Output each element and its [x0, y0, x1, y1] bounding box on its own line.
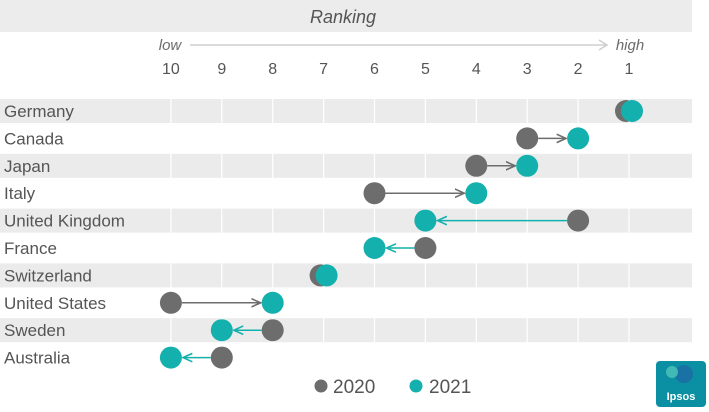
marker-2021: [465, 182, 488, 205]
marker-2021: [315, 264, 338, 287]
country-label: France: [4, 239, 57, 258]
marker-2021: [516, 154, 539, 177]
country-label: Japan: [4, 157, 50, 176]
x-axis-ticks: 10 9 8 7 6 5 4 3 2 1: [162, 61, 634, 78]
x-tick-label: 8: [268, 61, 277, 78]
country-label: Sweden: [4, 321, 65, 340]
title-band: [0, 0, 692, 32]
direction-high-label: high: [616, 37, 644, 54]
country-label: United States: [4, 294, 106, 313]
marker-2021: [159, 346, 182, 369]
marker-2020: [159, 291, 182, 314]
x-tick-label: 3: [523, 61, 532, 78]
chart-row: Japan: [4, 154, 539, 177]
marker-2020: [363, 182, 386, 205]
chart-title: Ranking: [310, 7, 376, 27]
chart-row: United Kingdom: [4, 209, 590, 232]
marker-2021: [567, 127, 590, 150]
chart-row: United States: [4, 291, 284, 314]
row-band: [0, 318, 692, 343]
marker-2020: [567, 209, 590, 232]
chart-row: Italy: [4, 182, 488, 205]
marker-2021: [414, 209, 437, 232]
marker-2021: [261, 291, 284, 314]
marker-2020: [516, 127, 539, 150]
row-band: [0, 153, 692, 178]
country-label: United Kingdom: [4, 212, 125, 231]
chart-row: Canada: [4, 127, 590, 150]
chart-row: Australia: [4, 346, 233, 369]
x-tick-label: 9: [217, 61, 226, 78]
country-label: Canada: [4, 129, 64, 148]
marker-2020: [465, 154, 488, 177]
legend-marker-2020: [314, 379, 328, 393]
country-label: Italy: [4, 184, 36, 203]
legend-marker-2021: [409, 379, 423, 393]
chart-row: France: [4, 237, 437, 259]
marker-2021: [210, 319, 233, 342]
chart-row: Germany: [4, 100, 643, 122]
country-label: Germany: [4, 102, 74, 121]
marker-2021: [363, 237, 386, 259]
country-label: Australia: [4, 349, 71, 368]
marker-2020: [210, 346, 233, 369]
x-tick-label: 10: [162, 61, 180, 78]
marker-2021: [621, 100, 643, 122]
marker-2020: [261, 319, 284, 342]
logo-text: Ipsos: [667, 391, 696, 403]
legend-label-2021: 2021: [429, 377, 471, 398]
legend-label-2020: 2020: [333, 377, 375, 398]
marker-2020: [414, 237, 437, 259]
legend: 2020 2021: [314, 377, 471, 398]
country-label: Switzerland: [4, 266, 92, 285]
x-tick-label: 6: [370, 61, 379, 78]
row-band: [0, 99, 692, 123]
x-tick-label: 7: [319, 61, 328, 78]
row-band: [0, 263, 692, 288]
chart-row: Switzerland: [4, 264, 338, 287]
direction-low-label: low: [159, 37, 183, 54]
direction-arrow-head: [598, 39, 609, 51]
chart-row: Sweden: [4, 319, 284, 342]
x-tick-label: 4: [472, 61, 481, 78]
x-tick-label: 5: [421, 61, 430, 78]
ipsos-logo: Ipsos: [656, 361, 706, 407]
chart-rows: Germany Canada Japan Italy United Kingdom Fra…: [4, 100, 643, 369]
x-tick-label: 1: [625, 61, 634, 78]
x-tick-label: 2: [574, 61, 583, 78]
